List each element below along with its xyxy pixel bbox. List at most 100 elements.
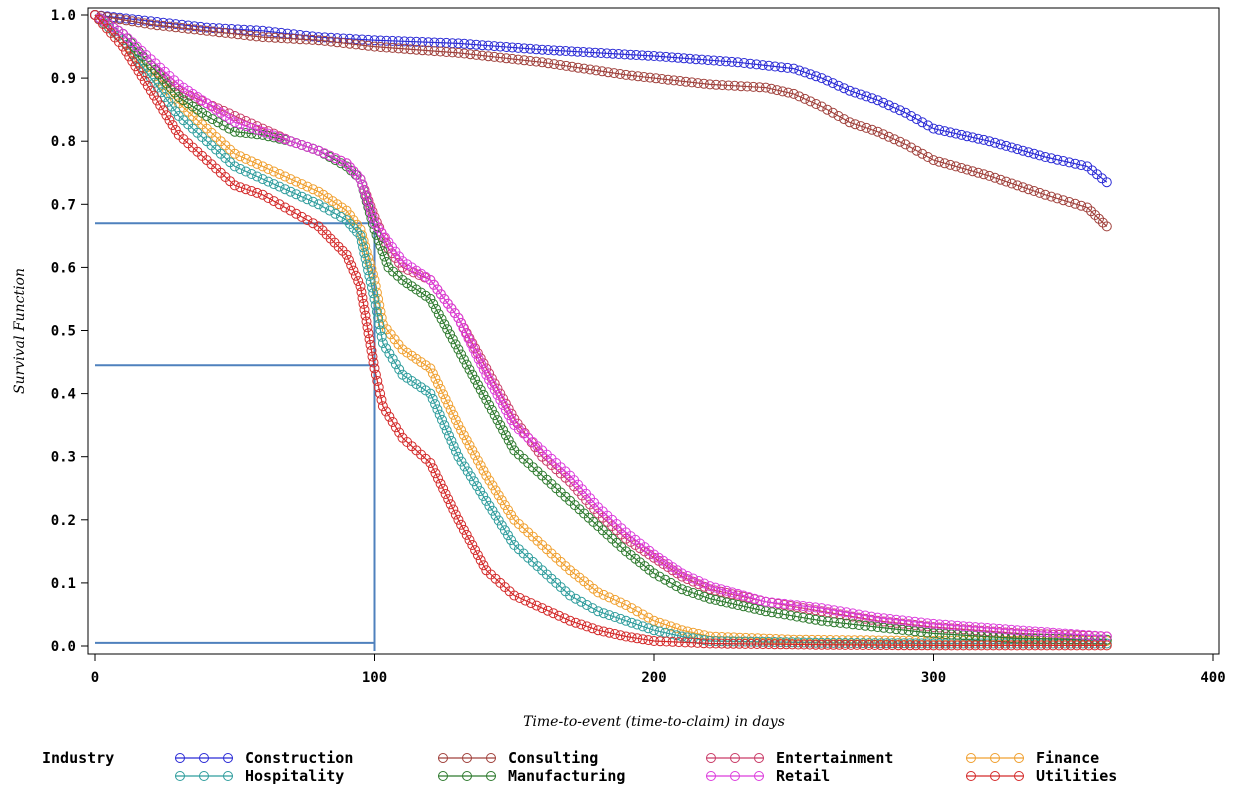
data-point	[433, 309, 444, 320]
legend-label: Utilities	[1036, 767, 1117, 785]
data-point	[381, 42, 392, 53]
data-point	[419, 272, 430, 283]
data-point	[1060, 628, 1071, 639]
data-point	[363, 265, 374, 276]
data-point	[976, 622, 987, 633]
data-point	[576, 596, 587, 607]
data-point	[307, 34, 318, 45]
data-point	[302, 194, 313, 205]
data-point	[946, 623, 957, 634]
data-point	[313, 199, 324, 210]
data-point	[699, 591, 710, 602]
data-point	[133, 17, 144, 28]
data-point	[390, 359, 401, 370]
data-point	[489, 51, 500, 62]
data-point	[453, 451, 464, 462]
data-point	[357, 34, 368, 45]
data-point	[501, 42, 512, 52]
data-point	[468, 476, 479, 487]
y-tick-label: 0.0	[51, 639, 76, 655]
data-point	[1095, 640, 1106, 651]
data-point	[195, 25, 206, 36]
y-axis-title: Survival Function	[12, 268, 28, 394]
data-point	[799, 639, 809, 650]
data-point	[639, 72, 649, 82]
data-point	[637, 621, 648, 632]
legend-marker	[990, 771, 1000, 781]
data-point	[446, 435, 457, 446]
data-point	[982, 626, 993, 637]
data-point	[822, 604, 833, 615]
data-point	[438, 483, 449, 494]
data-point	[839, 114, 850, 125]
data-point	[476, 359, 487, 370]
data-point	[417, 45, 428, 56]
data-point	[477, 50, 488, 61]
data-point	[688, 573, 699, 584]
data-point	[441, 47, 452, 57]
data-point	[170, 22, 181, 33]
data-point	[1048, 633, 1059, 644]
data-point	[257, 129, 268, 140]
data-point	[1024, 626, 1035, 637]
data-point	[439, 420, 450, 431]
data-point	[499, 525, 510, 536]
data-point	[257, 126, 268, 137]
legend-marker	[486, 753, 496, 763]
data-point	[766, 83, 777, 94]
data-point	[183, 23, 194, 34]
data-point	[458, 323, 469, 334]
series-line-utilities	[94, 14, 1107, 647]
data-point	[1083, 630, 1094, 641]
data-point	[570, 617, 581, 628]
data-point	[738, 601, 749, 612]
data-point	[785, 599, 796, 610]
data-point	[723, 80, 734, 91]
data-point	[470, 450, 481, 461]
data-point	[677, 568, 687, 579]
data-point	[252, 121, 263, 132]
data-point	[850, 87, 861, 98]
data-point	[1101, 634, 1112, 645]
data-point	[773, 608, 784, 619]
data-point	[240, 184, 251, 195]
data-point	[722, 636, 733, 647]
data-point	[177, 23, 187, 33]
data-point	[1018, 640, 1029, 651]
data-point	[1029, 186, 1040, 196]
data-point	[369, 35, 380, 46]
data-point	[478, 389, 489, 400]
data-point	[663, 74, 673, 85]
data-point	[549, 59, 560, 70]
data-point	[381, 406, 392, 417]
data-point	[852, 639, 862, 650]
data-point	[572, 46, 583, 57]
data-point	[956, 163, 967, 173]
data-point	[1012, 144, 1023, 155]
data-point	[282, 33, 293, 44]
data-point	[363, 34, 374, 45]
data-point	[387, 353, 398, 364]
legend-marker	[438, 771, 448, 781]
data-point	[121, 15, 132, 26]
data-point	[431, 304, 441, 314]
data-point	[867, 124, 877, 135]
data-point	[478, 465, 489, 476]
x-tick-label: 300	[921, 670, 946, 686]
data-point	[752, 633, 763, 644]
data-point	[384, 411, 395, 422]
data-point	[425, 293, 436, 304]
data-point	[478, 491, 489, 501]
legend-marker	[754, 753, 764, 763]
data-point	[341, 215, 352, 226]
legend-marker	[462, 771, 472, 781]
data-point	[235, 119, 246, 130]
data-point	[760, 82, 771, 93]
data-point	[867, 93, 877, 104]
data-point	[1082, 202, 1093, 213]
data-point	[375, 325, 386, 336]
data-point	[693, 589, 704, 600]
data-point	[732, 600, 743, 610]
data-point	[456, 519, 467, 530]
data-point	[495, 52, 506, 63]
